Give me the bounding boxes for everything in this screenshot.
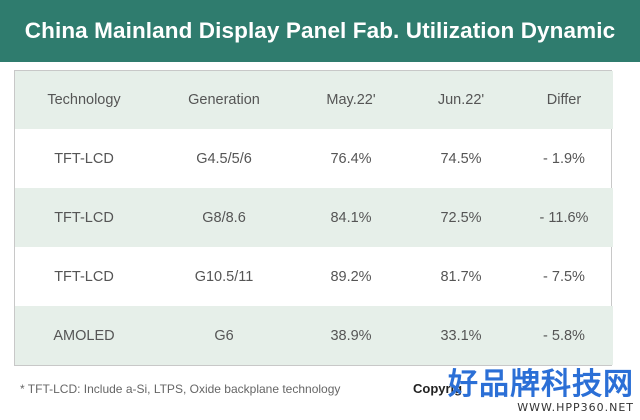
header-technology: Technology xyxy=(47,92,121,108)
cell-generation: G8/8.6 xyxy=(202,209,246,226)
cell-may: 89.2% xyxy=(330,268,372,285)
cell-generation: G4.5/5/6 xyxy=(196,150,252,167)
cell-differ: - 11.6% xyxy=(539,209,589,226)
table-row: TFT-LCD G10.5/11 89.2% 81.7% - 7.5% xyxy=(15,247,613,306)
header-differ: Differ xyxy=(546,92,582,108)
cell-may: 84.1% xyxy=(330,209,372,226)
cell-jun: 81.7% xyxy=(440,268,482,285)
header-may: May.22' xyxy=(326,92,376,108)
cell-differ: - 1.9% xyxy=(543,150,585,167)
watermark: 好品牌科技网 WWW.HPP360.NET xyxy=(448,368,634,415)
utilization-table-container: Technology Generation May.22' Jun.22' Di… xyxy=(14,70,613,366)
header-generation: Generation xyxy=(188,92,260,108)
cell-differ: - 5.8% xyxy=(543,327,585,344)
table-row: TFT-LCD G8/8.6 84.1% 72.5% - 11.6% xyxy=(15,188,613,247)
cell-jun: 33.1% xyxy=(440,327,482,344)
cell-technology: TFT-LCD xyxy=(54,268,114,285)
watermark-text: 好品牌科技网 xyxy=(448,368,634,401)
cell-technology: TFT-LCD xyxy=(54,209,114,226)
table-header-row: Technology Generation May.22' Jun.22' Di… xyxy=(15,71,613,129)
cell-jun: 72.5% xyxy=(440,209,482,226)
cell-generation: G6 xyxy=(214,327,234,344)
footer: * TFT-LCD: Include a-Si, LTPS, Oxide bac… xyxy=(20,380,620,404)
cell-jun: 74.5% xyxy=(440,150,482,167)
utilization-table: Technology Generation May.22' Jun.22' Di… xyxy=(15,71,613,365)
cell-differ: - 7.5% xyxy=(543,268,585,285)
watermark-url: WWW.HPP360.NET xyxy=(517,401,634,414)
footnote: * TFT-LCD: Include a-Si, LTPS, Oxide bac… xyxy=(20,382,341,396)
cell-technology: AMOLED xyxy=(53,327,115,344)
cell-technology: TFT-LCD xyxy=(54,150,114,167)
header-jun: Jun.22' xyxy=(437,92,485,108)
copyright-text: Copyrig xyxy=(413,381,463,396)
title-banner: China Mainland Display Panel Fab. Utiliz… xyxy=(0,0,640,62)
cell-generation: G10.5/11 xyxy=(194,268,254,285)
page-title: China Mainland Display Panel Fab. Utiliz… xyxy=(24,18,616,43)
table-row: AMOLED G6 38.9% 33.1% - 5.8% xyxy=(15,306,613,365)
table-row: TFT-LCD G4.5/5/6 76.4% 74.5% - 1.9% xyxy=(15,129,613,188)
cell-may: 76.4% xyxy=(330,150,372,167)
cell-may: 38.9% xyxy=(330,327,372,344)
